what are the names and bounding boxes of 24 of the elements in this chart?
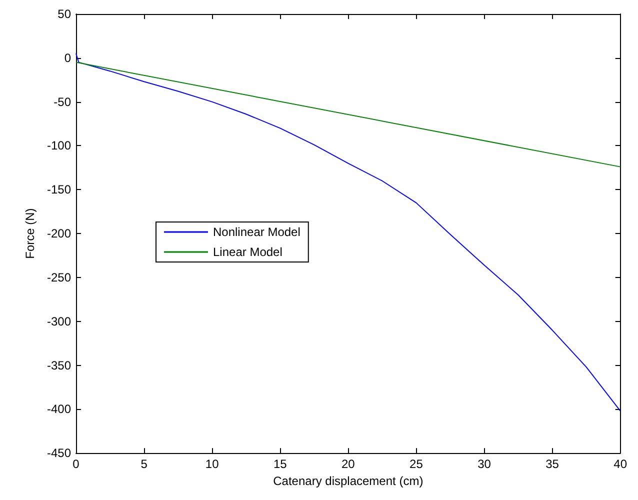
x-tick-label: 15 — [273, 457, 288, 472]
x-tick-label: 40 — [614, 457, 628, 472]
line-series — [76, 53, 621, 412]
y-tick-label: -150 — [46, 182, 72, 197]
legend-label: Nonlinear Model — [213, 225, 300, 239]
y-tick-label: -300 — [46, 314, 72, 328]
x-tick-label: 5 — [140, 457, 148, 472]
y-axis-title: Force (N) — [23, 208, 37, 259]
y-tick-label: -450 — [46, 446, 72, 460]
y-tick-label: -400 — [46, 402, 72, 416]
y-tick-label: -200 — [46, 226, 72, 241]
y-tick-label: 50 — [58, 7, 72, 21]
x-tick-label: 25 — [410, 457, 424, 472]
y-tick-label: -50 — [54, 94, 72, 109]
y-tick-label: -350 — [46, 358, 72, 372]
x-axis-title: Catenary displacement (cm) — [273, 474, 424, 488]
y-tick-label: -100 — [46, 138, 72, 153]
x-tick-label: 20 — [341, 457, 356, 472]
x-tick-label: 35 — [546, 457, 560, 472]
legend-label: Linear Model — [213, 245, 282, 259]
x-tick-label: 30 — [478, 457, 492, 472]
y-tick-label: -250 — [46, 270, 72, 284]
x-tick-label: 10 — [205, 457, 220, 472]
y-tick-label: 0 — [64, 50, 72, 65]
